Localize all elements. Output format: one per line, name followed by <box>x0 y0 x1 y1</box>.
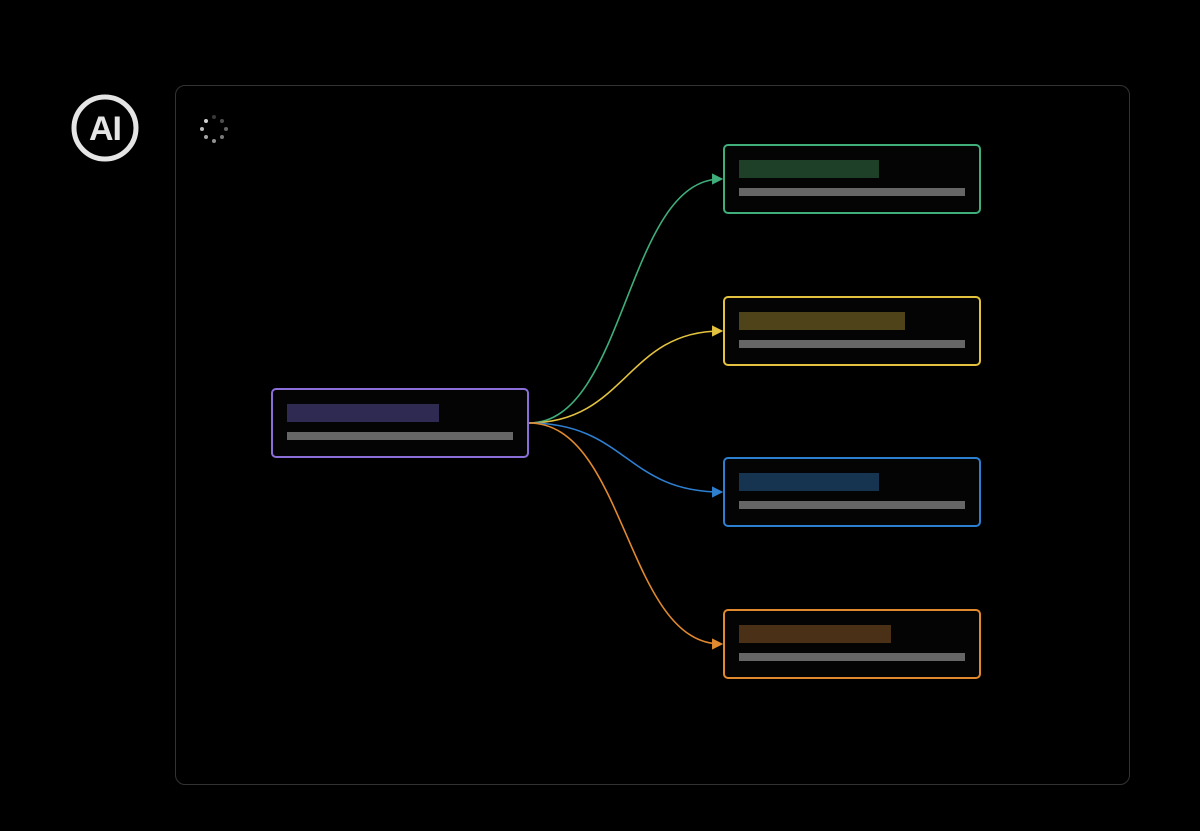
target-node-subtitle-placeholder <box>739 188 965 196</box>
spinner-dot <box>220 135 224 139</box>
source-node-subtitle-placeholder <box>287 432 513 440</box>
target-node-title-placeholder <box>739 160 879 178</box>
spinner-dot <box>204 119 208 123</box>
spinner-dot <box>200 127 204 131</box>
target-node-blue <box>723 457 981 527</box>
target-node-title-placeholder <box>739 625 891 643</box>
target-node-title-placeholder <box>739 312 905 330</box>
spinner-dot <box>220 119 224 123</box>
target-node-yellow <box>723 296 981 366</box>
target-node-green <box>723 144 981 214</box>
ai-badge-label: AI <box>89 110 121 148</box>
spinner-dot <box>204 135 208 139</box>
spinner-dot <box>212 115 216 119</box>
loading-spinner-icon <box>200 115 228 143</box>
spinner-dot <box>224 127 228 131</box>
ai-badge-icon: AI <box>70 93 140 163</box>
target-node-title-placeholder <box>739 473 879 491</box>
spinner-dot <box>212 139 216 143</box>
source-node <box>271 388 529 458</box>
target-node-orange <box>723 609 981 679</box>
source-node-title-placeholder <box>287 404 439 422</box>
target-node-subtitle-placeholder <box>739 653 965 661</box>
target-node-subtitle-placeholder <box>739 340 965 348</box>
target-node-subtitle-placeholder <box>739 501 965 509</box>
